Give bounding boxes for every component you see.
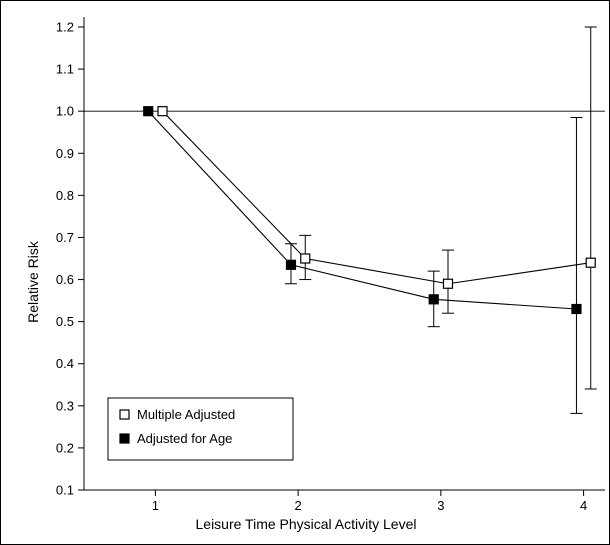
legend-label-adjusted-for-age: Adjusted for Age: [137, 431, 232, 446]
y-tick-label: 1.0: [56, 104, 74, 119]
data-point: [442, 278, 454, 289]
y-tick-label: 0.4: [56, 356, 74, 371]
data-point: [143, 106, 154, 117]
series-line-1: [147, 110, 577, 310]
y-axis-title: Relative Risk: [25, 240, 41, 323]
x-tick-label: 3: [437, 498, 444, 513]
data-point: [585, 257, 596, 268]
x-axis-title: Leisure Time Physical Activity Level: [196, 516, 417, 532]
y-tick-label: 0.7: [56, 230, 74, 245]
y-tick-label: 0.5: [56, 314, 74, 329]
y-tick-label: 1.2: [56, 20, 74, 35]
y-tick-label: 0.8: [56, 188, 74, 203]
y-tick-label: 0.1: [56, 483, 74, 498]
series-line-0: [162, 110, 591, 285]
legend-marker-multiple-adjusted: [119, 409, 130, 420]
legend-marker-adjusted-for-age: [119, 433, 130, 444]
axes: 0.1 0.2 0.3 0.4 0.5 0.6 0.7 0.8 0.9 1.0 1.1 1.2 1 2 3 4: [56, 17, 605, 513]
y-tick-label: 0.9: [56, 146, 74, 161]
legend-label-multiple-adjusted: Multiple Adjusted: [137, 407, 235, 422]
legend: Multiple Adjusted Adjusted for Age: [107, 397, 294, 461]
data-point: [428, 294, 439, 305]
y-tick-label: 0.3: [56, 398, 74, 413]
plot-marks: [84, 26, 605, 414]
y-tick-label: 0.6: [56, 272, 74, 287]
data-point: [285, 259, 297, 270]
y-tick-label: 1.1: [56, 62, 74, 77]
y-tick-label: 0.2: [56, 440, 74, 455]
legend-box: [107, 397, 294, 461]
x-tick-label: 4: [580, 498, 587, 513]
data-point: [157, 106, 168, 117]
x-tick-label: 2: [294, 498, 301, 513]
data-point: [571, 303, 582, 315]
data-point: [300, 253, 311, 264]
x-tick-label: 1: [152, 498, 159, 513]
